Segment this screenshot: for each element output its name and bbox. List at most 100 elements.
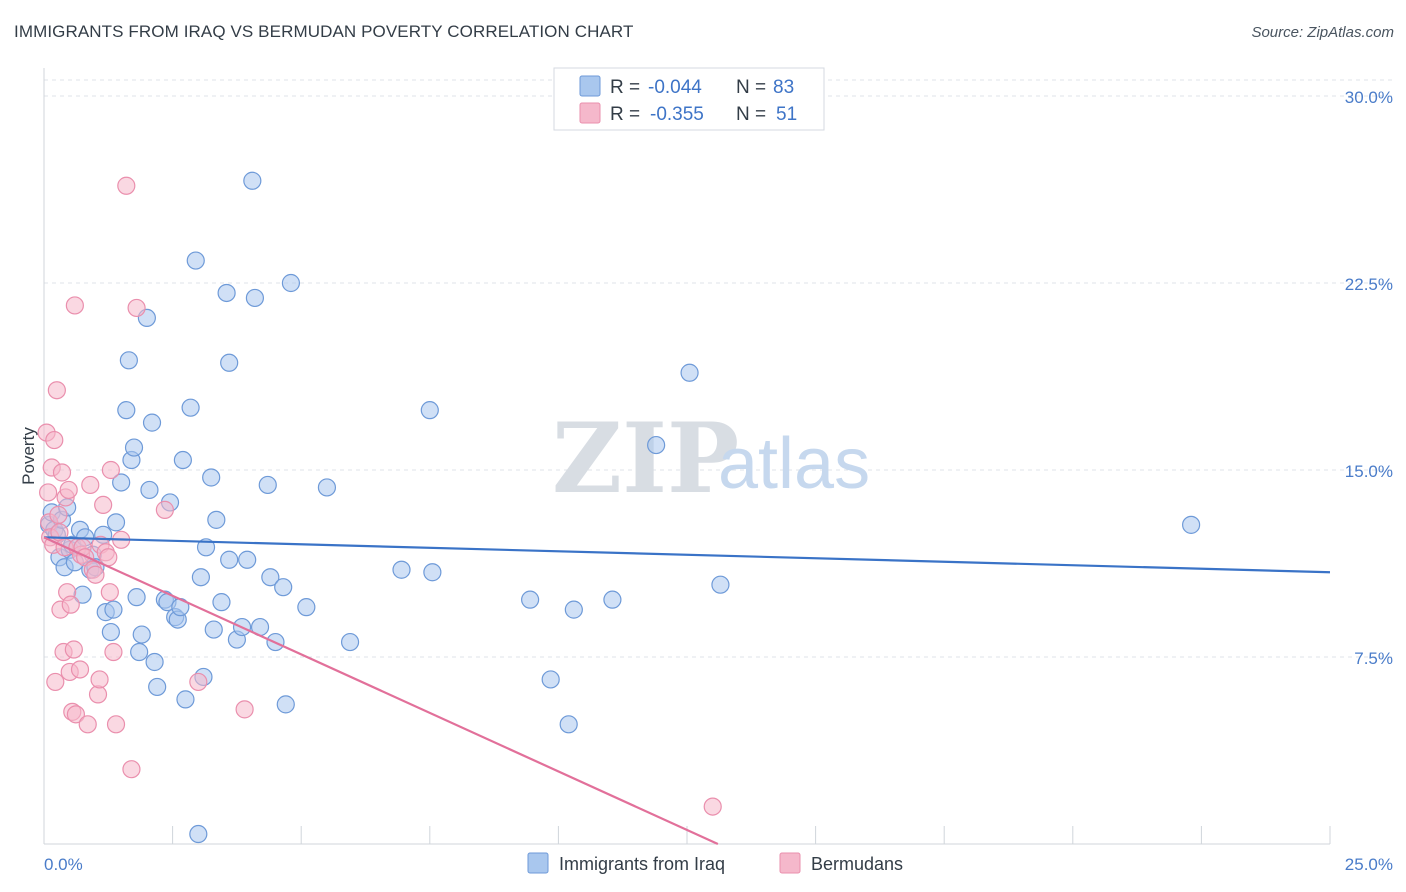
legend-n-value-1: 83 [773, 77, 794, 98]
iraq-point-69 [340, 632, 360, 652]
iraq-point-81 [1182, 515, 1201, 534]
source-credit: Source: ZipAtlas.com [1251, 24, 1394, 41]
iraq-point-62 [261, 568, 280, 587]
iraq-point-65 [276, 695, 295, 714]
iraq-point-67 [297, 598, 316, 617]
legend-swatch-blue [579, 75, 601, 97]
iraq-point-19 [101, 622, 120, 642]
iraq-point-76 [564, 600, 583, 619]
iraq-point-79 [680, 363, 699, 382]
bermudan-point-23 [66, 705, 85, 724]
iraq-point-50 [207, 510, 226, 529]
iraq-point-53 [220, 550, 239, 569]
bermudan-point-29 [78, 715, 97, 734]
bermudan-point-7 [46, 672, 65, 692]
iraq-point-21 [106, 513, 126, 532]
axes [43, 68, 1331, 845]
bermudan-point-41 [104, 642, 123, 662]
iraq-point-57 [238, 550, 257, 569]
x-tick-labels: 0.0% 25.0% [44, 855, 1393, 874]
y-tick-label-1: 15.0% [1345, 462, 1393, 481]
y-axis-label: Poverty [19, 427, 38, 485]
iraq-point-52 [217, 283, 236, 303]
iraq-point-28 [130, 642, 149, 662]
legend-n-label-1: N = [736, 77, 766, 98]
iraq-point-74 [541, 670, 560, 689]
iraq-point-29 [132, 625, 151, 644]
iraq-point-82 [189, 824, 208, 844]
trend-lines [43, 536, 1331, 846]
iraq-point-33 [145, 652, 164, 672]
bottom-legend-swatch-bermudans [779, 852, 801, 874]
iraq-point-42 [176, 690, 195, 709]
bermudan-point-12 [52, 463, 72, 482]
bermudan-point-40 [101, 460, 120, 480]
iraq-point-26 [124, 438, 144, 457]
bottom-legend-label-bermudans: Bermudans [811, 854, 903, 874]
bermudan-point-42 [106, 715, 126, 734]
iraq-point-71 [420, 401, 439, 420]
trend-line-bermudans [43, 536, 719, 846]
legend-r-label-1: R = [610, 77, 640, 98]
iraq-point-73 [521, 590, 540, 609]
iraq-point-78 [647, 435, 666, 455]
y-tick-label-0: 7.5% [1354, 649, 1393, 668]
iraq-point-68 [317, 478, 337, 497]
iraq-point-22 [112, 473, 131, 492]
iraq-point-54 [220, 353, 239, 372]
bermudan-point-36 [94, 495, 113, 515]
watermark-atlas: atlas [718, 424, 870, 504]
legend-r-label-2: R = [610, 104, 640, 125]
bermudan-point-21 [64, 640, 83, 659]
iraq-point-31 [140, 480, 159, 500]
iraq-point-45 [191, 568, 210, 587]
bermudan-point-34 [90, 670, 109, 689]
iraq-point-77 [603, 590, 622, 609]
iraq-point-49 [204, 620, 223, 639]
x-tick-label-1: 25.0% [1345, 855, 1393, 874]
bermudan-point-8 [47, 381, 66, 400]
x-tick-label-0: 0.0% [44, 855, 83, 874]
iraq-point-59 [245, 288, 265, 308]
bermudan-point-1 [39, 483, 58, 502]
chart-title: IMMIGRANTS FROM IRAQ VS BERMUDAN POVERTY… [14, 22, 634, 41]
bermudan-point-48 [189, 672, 208, 692]
iraq-point-32 [142, 413, 162, 432]
grid-lines [44, 79, 1392, 658]
iraq-point-47 [196, 538, 216, 557]
y-tick-label-3: 30.0% [1345, 88, 1393, 107]
bottom-legend-swatch-iraq [527, 852, 549, 874]
bermudan-point-49 [235, 700, 254, 719]
bermudan-point-25 [70, 660, 90, 679]
iraq-point-43 [181, 398, 200, 417]
bermudan-point-50 [703, 797, 722, 816]
iraq-point-34 [148, 677, 167, 697]
legend-r-value-1: -0.044 [648, 77, 702, 98]
iraq-point-44 [186, 251, 205, 270]
trend-line-iraq [43, 536, 1331, 574]
bermudan-point-19 [61, 595, 80, 614]
legend-r-value-2: -0.355 [650, 104, 704, 125]
bermudan-point-45 [122, 760, 141, 779]
iraq-point-27 [127, 588, 146, 607]
bermudan-point-22 [65, 296, 84, 315]
iraq-point-23 [117, 401, 136, 420]
iraq-point-72 [423, 563, 442, 582]
bermudan-point-47 [155, 500, 174, 519]
watermark: ZIP atlas [552, 402, 870, 515]
bermudan-point-17 [59, 480, 78, 500]
bermudan-point-44 [117, 176, 136, 195]
iraq-point-58 [243, 171, 262, 190]
bermudan-point-39 [100, 583, 119, 602]
bermudan-point-30 [81, 475, 100, 495]
bermudan-point-46 [127, 298, 146, 318]
y-tick-label-2: 22.5% [1345, 275, 1393, 294]
iraq-point-24 [119, 351, 138, 370]
watermark-zip: ZIP [552, 402, 739, 515]
bermudan-point-32 [86, 565, 105, 584]
correlation-legend: R = -0.044 N = 83 R = -0.355 N = 51 [553, 67, 825, 131]
bermudan-point-33 [88, 685, 108, 704]
bermudan-point-9 [49, 505, 68, 524]
iraq-point-41 [173, 450, 192, 470]
